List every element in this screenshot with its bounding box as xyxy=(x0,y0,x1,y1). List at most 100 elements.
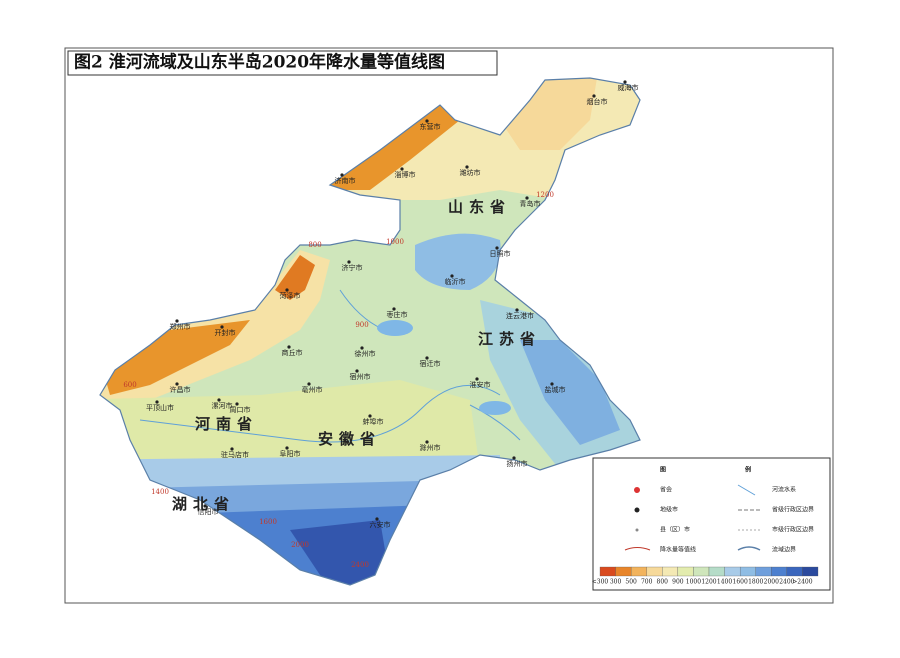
scale-swatch xyxy=(646,566,663,577)
city-label: 信阳市 xyxy=(198,507,219,516)
legend-item: 省级行政区边界 xyxy=(772,506,814,514)
city-marker xyxy=(550,382,554,386)
city-marker xyxy=(340,173,344,177)
scale-label: 700 xyxy=(641,579,653,586)
city-marker xyxy=(203,504,207,508)
isoline-label: 1000 xyxy=(386,238,404,246)
isoline-label: 600 xyxy=(123,381,136,389)
city-label: 六安市 xyxy=(370,520,391,529)
city-label: 周口市 xyxy=(230,405,251,414)
scale-swatch xyxy=(677,566,694,577)
city-marker xyxy=(155,400,159,404)
province-label: 湖北省 xyxy=(172,495,235,513)
scale-label: 500 xyxy=(625,579,637,586)
city-marker xyxy=(285,288,289,292)
city-label: 淮安市 xyxy=(470,380,491,389)
city-label: 宿迁市 xyxy=(420,359,441,368)
city-marker xyxy=(515,308,519,312)
city-label: 盐城市 xyxy=(545,385,566,394)
scale-swatch xyxy=(724,566,741,577)
scale-swatch xyxy=(755,566,772,577)
city-marker xyxy=(307,382,311,386)
title: 图2 淮河流域及山东半岛2020年降水量等值线图 xyxy=(74,52,445,73)
city-label: 阜阳市 xyxy=(280,449,301,458)
city-marker xyxy=(285,446,289,450)
scale-swatch xyxy=(693,566,710,577)
lake xyxy=(377,320,413,336)
city-marker xyxy=(355,369,359,373)
city-marker xyxy=(475,377,479,381)
scale-label: 1200 xyxy=(701,579,716,586)
symbol-city xyxy=(634,507,640,513)
province-label: 江苏省 xyxy=(478,330,541,348)
isoline-label: 800 xyxy=(308,241,321,249)
legend-item: 市级行政区边界 xyxy=(772,526,814,534)
symbol-isoline xyxy=(624,547,651,551)
city-marker xyxy=(623,80,627,84)
city-label: 淄博市 xyxy=(395,170,416,179)
province-label: 河南省 xyxy=(195,415,258,433)
scale-swatch xyxy=(708,566,725,577)
city-label: 威海市 xyxy=(618,83,639,92)
city-label: 烟台市 xyxy=(587,97,608,106)
city-marker xyxy=(230,447,234,451)
city-marker xyxy=(400,167,404,171)
city-label: 扬州市 xyxy=(507,459,528,468)
legend-head: 例 xyxy=(745,466,751,474)
scale-swatch xyxy=(615,566,632,577)
city-marker xyxy=(375,517,379,521)
city-label: 商丘市 xyxy=(282,348,303,357)
city-label: 济宁市 xyxy=(342,263,363,272)
city-marker xyxy=(368,414,372,418)
city-label: 枣庄市 xyxy=(387,310,408,319)
city-marker xyxy=(347,260,351,264)
city-marker xyxy=(235,402,239,406)
city-label: 漯河市 xyxy=(212,401,233,410)
city-marker xyxy=(175,382,179,386)
scale-label: 2400 xyxy=(779,579,794,586)
scale-label: <300 xyxy=(592,579,609,586)
isoline-label: 1600 xyxy=(259,518,277,526)
province-label: 安徽省 xyxy=(318,430,381,448)
city-label: 菏泽市 xyxy=(280,291,301,300)
symbol-river xyxy=(737,484,756,496)
city-label: 潍坊市 xyxy=(460,168,481,177)
city-marker xyxy=(287,345,291,349)
scale-label: >2400 xyxy=(792,579,812,586)
symbol-county xyxy=(635,528,639,532)
city-marker xyxy=(425,119,429,123)
city-label: 东营市 xyxy=(420,122,441,131)
scale-swatch xyxy=(786,566,803,577)
scale-label: 800 xyxy=(657,579,669,586)
city-label: 连云港市 xyxy=(506,311,534,320)
scale-label: 1800 xyxy=(748,579,763,586)
legend-item: 降水量等值线 xyxy=(660,546,696,554)
symbol-basin-border xyxy=(737,546,761,551)
legend-item: 省会 xyxy=(660,486,672,494)
city-label: 青岛市 xyxy=(520,199,541,208)
city-marker xyxy=(425,440,429,444)
isoline-label: 2400 xyxy=(351,561,369,569)
isoline-label: 2000 xyxy=(291,541,309,549)
city-label: 驻马店市 xyxy=(221,450,249,459)
city-marker xyxy=(425,356,429,360)
city-label: 济南市 xyxy=(335,176,356,185)
city-label: 开封市 xyxy=(215,328,236,337)
city-marker xyxy=(592,94,596,98)
isoline-label: 900 xyxy=(355,321,368,329)
city-marker xyxy=(217,398,221,402)
scale-label: 900 xyxy=(672,579,684,586)
scale-label: 1400 xyxy=(717,579,732,586)
city-label: 滁州市 xyxy=(420,443,441,452)
basin-boundary xyxy=(99,77,641,586)
precip-zones xyxy=(100,78,640,585)
scale-swatch xyxy=(802,566,819,577)
city-label: 许昌市 xyxy=(170,385,191,394)
city-label: 宿州市 xyxy=(350,372,371,381)
scale-label: 1600 xyxy=(733,579,748,586)
lake xyxy=(479,401,511,415)
city-label: 平顶山市 xyxy=(146,403,174,412)
city-label: 日照市 xyxy=(490,249,511,258)
